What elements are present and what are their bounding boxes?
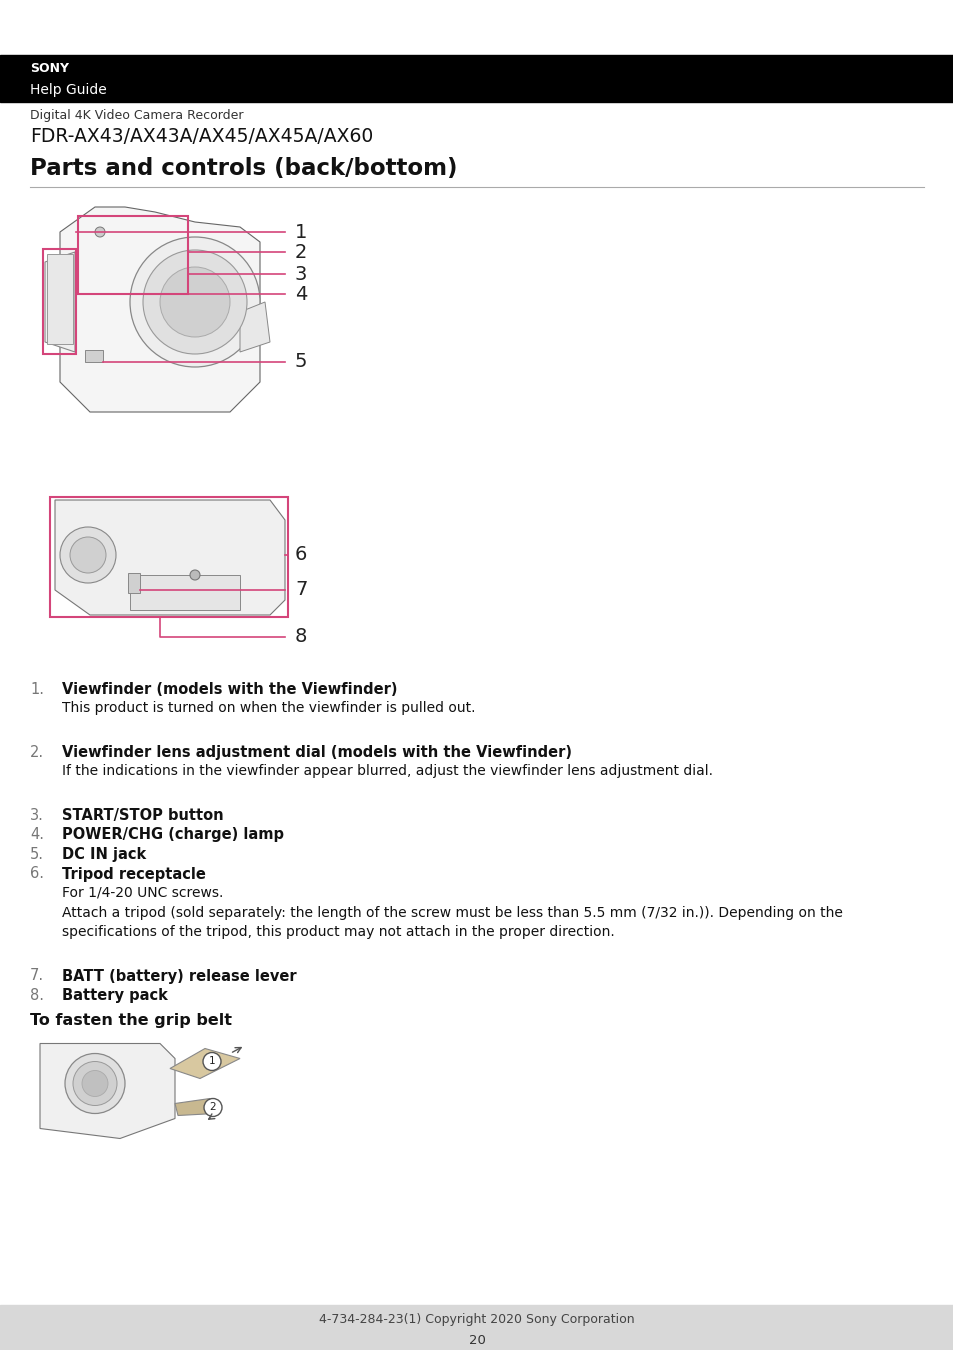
- Polygon shape: [60, 207, 260, 412]
- Text: 6: 6: [294, 545, 307, 564]
- Polygon shape: [55, 500, 285, 616]
- Polygon shape: [45, 252, 75, 352]
- Bar: [47, 254, 73, 344]
- Polygon shape: [240, 302, 270, 352]
- Text: 8: 8: [294, 628, 307, 647]
- Circle shape: [204, 1099, 222, 1116]
- Circle shape: [160, 267, 230, 338]
- Text: 5.: 5.: [30, 846, 44, 863]
- Text: specifications of the tripod, this product may not attach in the proper directio: specifications of the tripod, this produ…: [62, 925, 614, 940]
- Circle shape: [190, 570, 200, 580]
- Bar: [128, 572, 140, 593]
- Text: 2: 2: [294, 243, 307, 262]
- Text: This product is turned on when the viewfinder is pulled out.: This product is turned on when the viewf…: [62, 702, 475, 716]
- Text: START/STOP button: START/STOP button: [62, 809, 223, 824]
- Text: 2: 2: [210, 1103, 216, 1112]
- Text: SONY: SONY: [30, 62, 69, 76]
- Text: 8.: 8.: [30, 988, 44, 1003]
- Text: 6.: 6.: [30, 867, 44, 882]
- Polygon shape: [170, 1049, 240, 1079]
- Text: POWER/CHG (charge) lamp: POWER/CHG (charge) lamp: [62, 828, 284, 842]
- Text: DC IN jack: DC IN jack: [62, 846, 146, 863]
- Text: Parts and controls (back/bottom): Parts and controls (back/bottom): [30, 158, 457, 181]
- Text: Attach a tripod (sold separately: the length of the screw must be less than 5.5 : Attach a tripod (sold separately: the le…: [62, 906, 842, 919]
- Circle shape: [203, 1053, 221, 1071]
- Text: FDR-AX43/AX43A/AX45/AX45A/AX60: FDR-AX43/AX43A/AX45/AX45A/AX60: [30, 127, 373, 147]
- Text: 20: 20: [468, 1334, 485, 1346]
- Polygon shape: [40, 1044, 174, 1138]
- Text: 7: 7: [294, 580, 307, 599]
- Circle shape: [65, 1053, 125, 1114]
- Circle shape: [82, 1071, 108, 1096]
- Circle shape: [95, 227, 105, 238]
- Text: 3: 3: [294, 265, 307, 284]
- Text: Tripod receptacle: Tripod receptacle: [62, 867, 206, 882]
- Text: Digital 4K Video Camera Recorder: Digital 4K Video Camera Recorder: [30, 108, 243, 122]
- Text: If the indications in the viewfinder appear blurred, adjust the viewfinder lens : If the indications in the viewfinder app…: [62, 764, 712, 779]
- Text: 4: 4: [294, 285, 307, 304]
- Polygon shape: [174, 1099, 214, 1115]
- Text: 2.: 2.: [30, 745, 44, 760]
- Text: 1: 1: [294, 223, 307, 242]
- Text: Battery pack: Battery pack: [62, 988, 168, 1003]
- Text: BATT (battery) release lever: BATT (battery) release lever: [62, 968, 296, 984]
- Circle shape: [60, 526, 116, 583]
- Circle shape: [70, 537, 106, 572]
- Bar: [0, 55, 953, 103]
- Text: Viewfinder lens adjustment dial (models with the Viewfinder): Viewfinder lens adjustment dial (models …: [62, 745, 572, 760]
- Text: 7.: 7.: [30, 968, 44, 984]
- Text: 3.: 3.: [30, 809, 44, 824]
- Text: Viewfinder (models with the Viewfinder): Viewfinder (models with the Viewfinder): [62, 682, 397, 697]
- Text: For 1/4-20 UNC screws.: For 1/4-20 UNC screws.: [62, 886, 223, 900]
- Bar: [130, 575, 240, 610]
- Text: 1.: 1.: [30, 682, 44, 697]
- Text: 4.: 4.: [30, 828, 44, 842]
- Text: 5: 5: [294, 352, 307, 371]
- Text: 4-734-284-23(1) Copyright 2020 Sony Corporation: 4-734-284-23(1) Copyright 2020 Sony Corp…: [319, 1312, 634, 1326]
- Circle shape: [73, 1061, 117, 1106]
- Text: 1: 1: [209, 1057, 215, 1066]
- Circle shape: [143, 250, 247, 354]
- Text: To fasten the grip belt: To fasten the grip belt: [30, 1014, 232, 1029]
- Text: Help Guide: Help Guide: [30, 82, 107, 97]
- Circle shape: [130, 238, 260, 367]
- Bar: [0, 1305, 953, 1350]
- Bar: [85, 350, 103, 362]
